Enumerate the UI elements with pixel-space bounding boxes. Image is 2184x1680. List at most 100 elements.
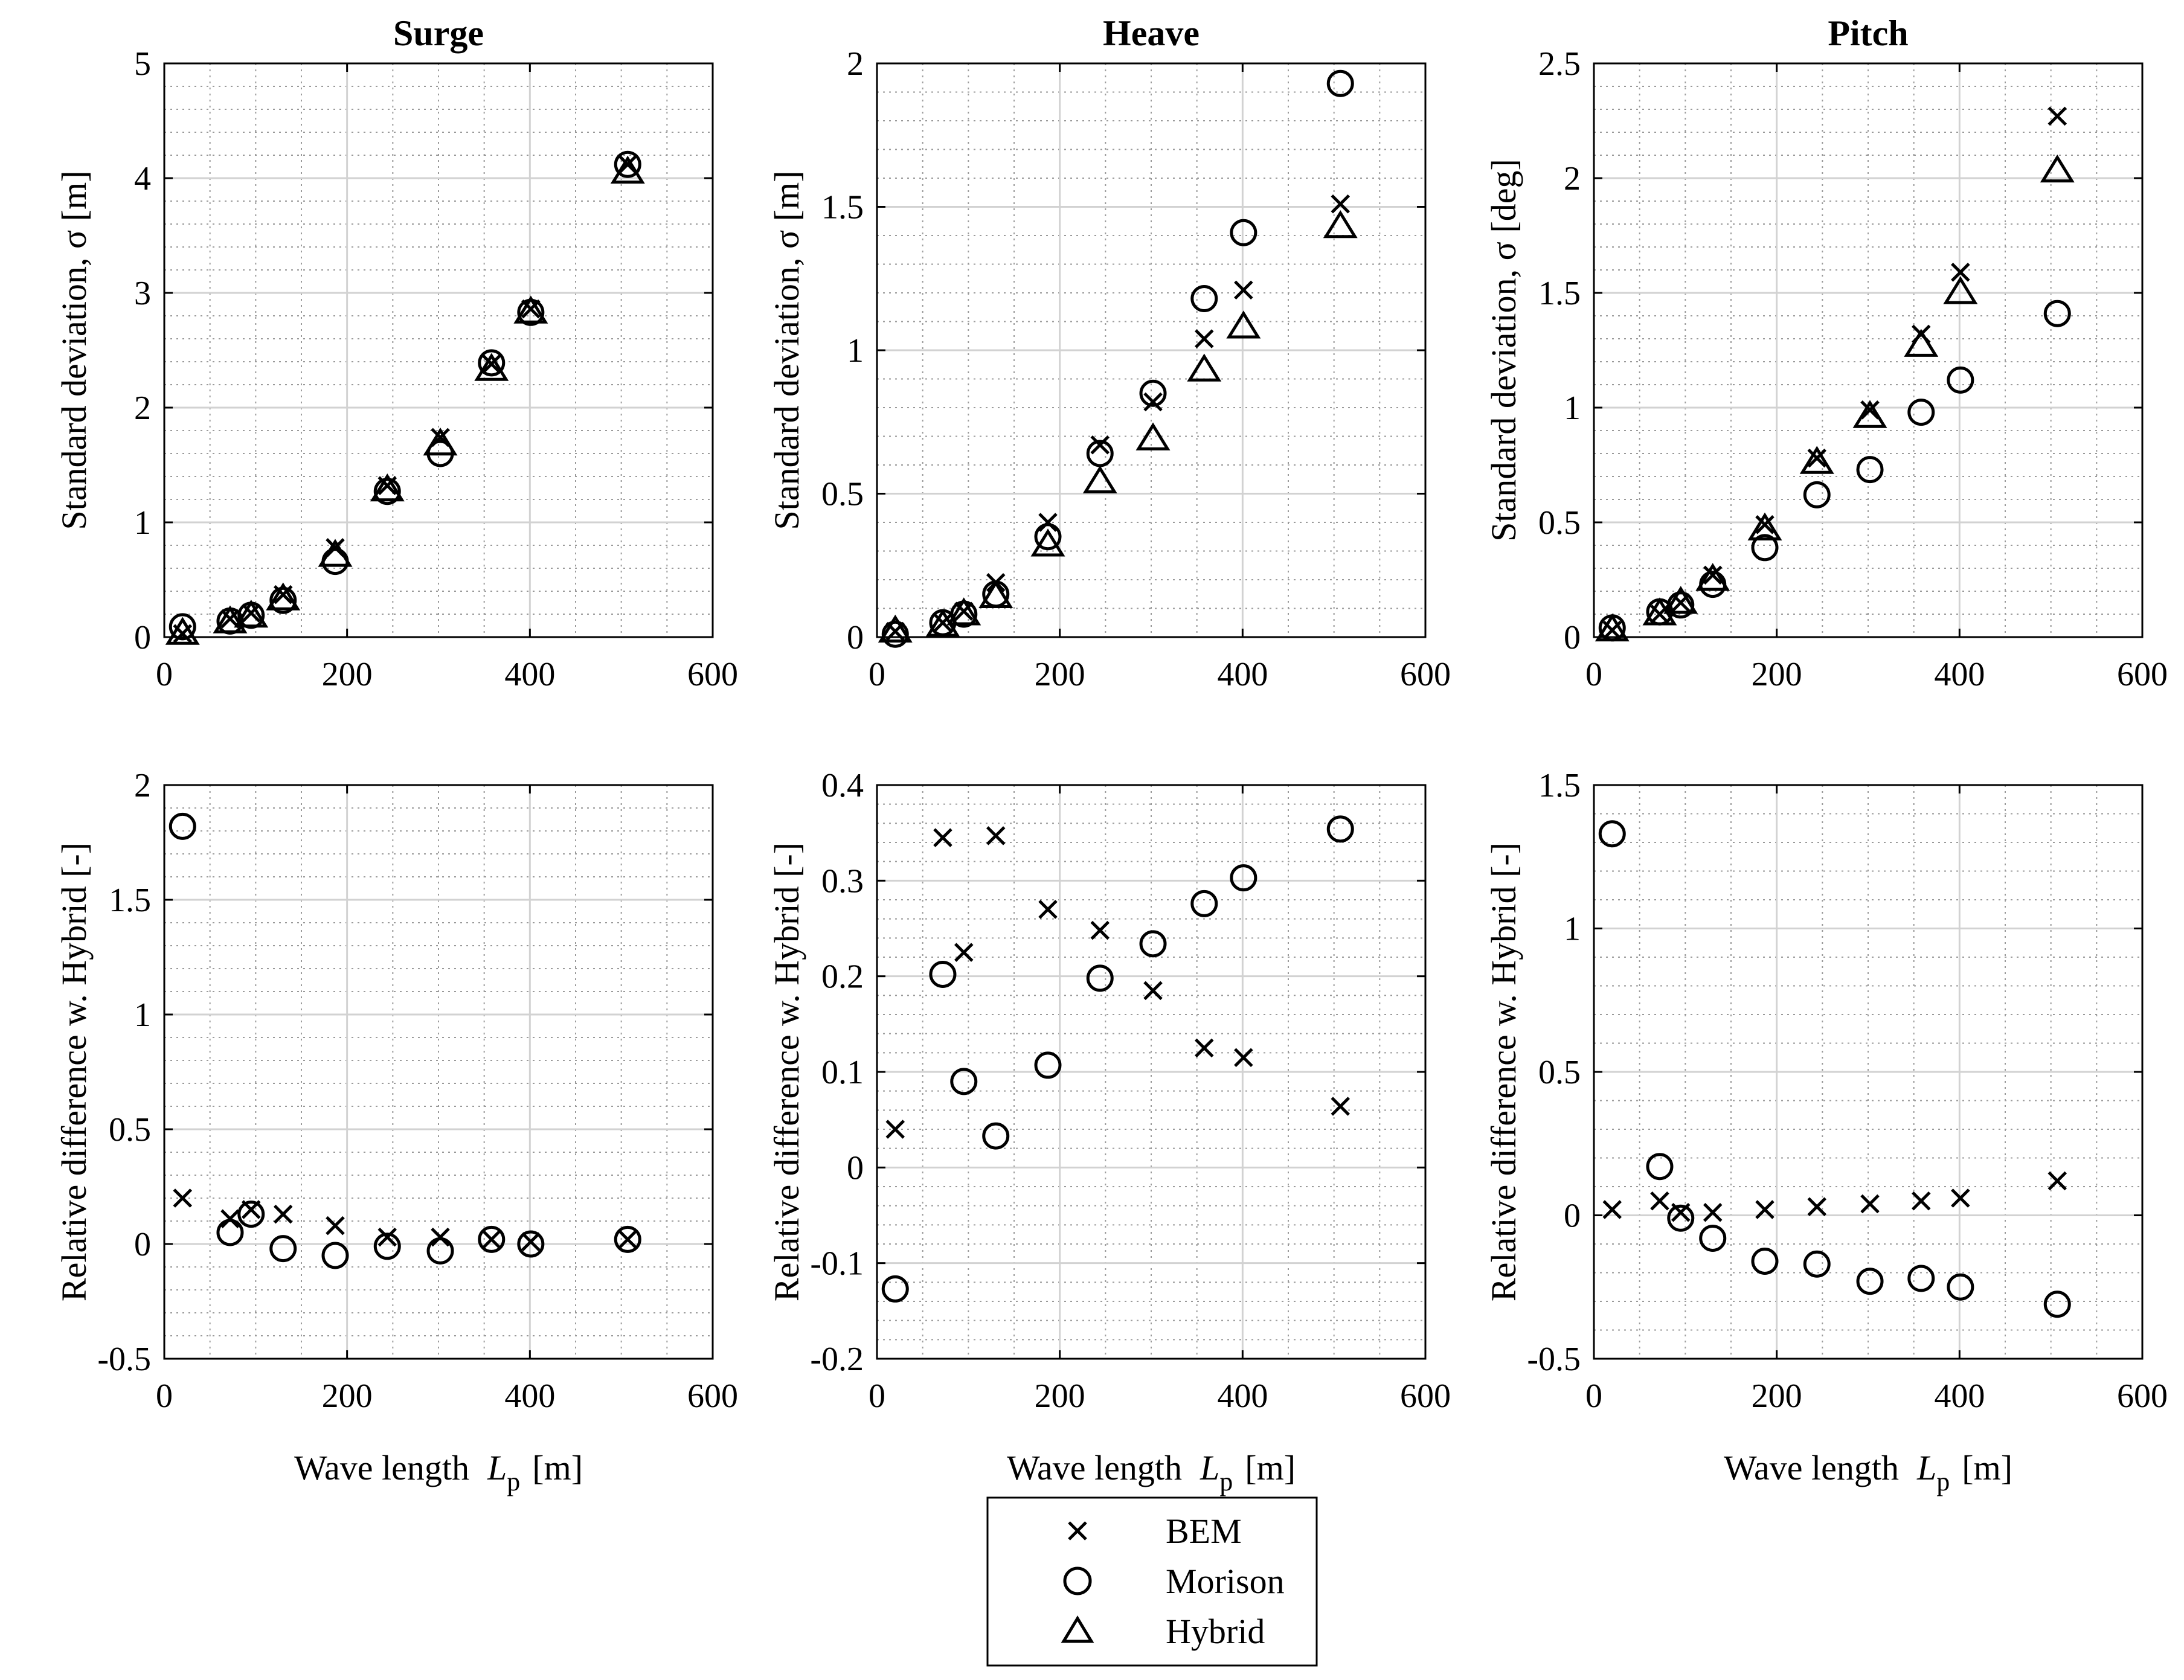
data-point-morison (1598, 820, 1626, 848)
data-point-bem (1195, 329, 1214, 348)
data-point-hybrid (610, 155, 645, 184)
data-point-bem (1234, 1048, 1253, 1068)
y-tick-label: 1 (134, 996, 151, 1034)
data-point-morison (1803, 1250, 1831, 1278)
data-point-morison (982, 1122, 1010, 1150)
series-bem (173, 1188, 638, 1251)
y-axis-label: Standard deviation, σ [m] (54, 170, 94, 530)
legend-item-bem: BEM (1068, 1512, 1242, 1551)
data-point-bem (1951, 1188, 1970, 1208)
data-point-hybrid (1135, 422, 1171, 450)
subplot-surge: 0 200 400 600 0 1 2 3 4 5 Surge Standard deviation,… (54, 13, 738, 693)
axes-box (876, 62, 1427, 638)
data-point-bem (431, 1227, 450, 1247)
data-point-morison (929, 961, 957, 988)
y-tick-label: 0 (134, 619, 151, 656)
x-tick-label: 200 (322, 1377, 373, 1415)
x-tick-label: 600 (1400, 1377, 1451, 1415)
data-point-hybrid (1595, 613, 1630, 642)
data-point-hybrid (266, 582, 301, 611)
y-tick-label: 0 (1564, 619, 1581, 656)
x-tick-label: 600 (1400, 656, 1451, 693)
data-point-bem (1602, 1200, 1622, 1219)
data-point-morison (321, 1242, 349, 1269)
legend-label-bem: BEM (1166, 1512, 1242, 1551)
x-tick-label: 0 (156, 1377, 173, 1415)
data-point-hybrid (1030, 528, 1065, 557)
data-point-hybrid (1943, 276, 1978, 304)
x-axis-label-symbol: L (1200, 1448, 1219, 1487)
y-tick-label: 0.5 (1538, 504, 1581, 542)
data-point-bem (482, 354, 501, 374)
subplot-heave: 0 200 400 600 0 0.5 1 1.5 2 Heave Standard deviati… (767, 13, 1451, 693)
data-point-bem (482, 1230, 501, 1249)
data-point-hybrid (878, 614, 913, 643)
series-morison (881, 815, 1354, 1303)
data-point-morison (1751, 1248, 1779, 1275)
data-point-morison (1856, 1268, 1884, 1295)
data-point-hybrid (1747, 512, 1782, 540)
data-point-morison (517, 1230, 545, 1258)
data-point-bem (1703, 1202, 1723, 1222)
data-point-morison (1947, 366, 1974, 394)
data-point-morison (1034, 1051, 1062, 1079)
data-point-hybrid (1904, 329, 1939, 357)
x-tick-label: 0 (1585, 1377, 1602, 1415)
data-point-hybrid (1226, 310, 1261, 339)
x-tick-label: 200 (322, 656, 373, 693)
y-tick-label: 1 (1564, 390, 1581, 427)
y-tick-label: 1 (134, 504, 151, 542)
data-point-morison (1230, 864, 1257, 892)
y-axis-label: Relative difference w. Hybrid [-] (54, 842, 94, 1301)
data-point-morison (1646, 1153, 1674, 1181)
data-point-bem (1807, 448, 1827, 468)
x-tick-label: 400 (504, 1377, 555, 1415)
minor-grid (1594, 63, 2142, 637)
data-point-bem (1331, 194, 1351, 214)
data-point-bem (273, 1204, 293, 1224)
data-point-hybrid (1799, 446, 1834, 474)
x-axis-label: Wave length Lp [m] (294, 1448, 583, 1496)
data-point-bem (377, 1227, 397, 1247)
y-tick-label: 2 (1564, 160, 1581, 197)
data-point-hybrid (1187, 353, 1222, 382)
data-point-morison (1907, 399, 1935, 426)
data-point-bem (1195, 1038, 1214, 1058)
data-point-hybrid (318, 539, 353, 567)
x-axis-label-text: Wave length (1724, 1448, 1899, 1487)
data-point-bem (1755, 1200, 1774, 1219)
data-point-bem (1090, 435, 1110, 455)
data-point-morison (1907, 1265, 1935, 1292)
x-tick-label: 0 (869, 1377, 885, 1415)
x-tick-label: 0 (1585, 656, 1602, 693)
data-point-hybrid (370, 473, 405, 502)
data-point-bem (1143, 392, 1163, 412)
axes-box (1593, 62, 2144, 638)
data-point-morison (373, 1233, 401, 1260)
x-tick-label: 400 (1934, 656, 1985, 693)
legend-marker-x-icon (1068, 1521, 1087, 1541)
data-point-morison (1139, 930, 1167, 958)
data-point-morison (1326, 69, 1354, 97)
data-point-bem (1951, 263, 1970, 282)
data-point-morison (1667, 591, 1695, 619)
y-tick-label: -0.1 (810, 1245, 864, 1283)
data-point-bem (220, 609, 240, 629)
x-tick-label: 200 (1035, 656, 1085, 693)
data-point-bem (1331, 1097, 1351, 1116)
data-point-morison (269, 1235, 297, 1263)
data-point-bem (1038, 900, 1058, 919)
y-tick-label: 0 (847, 1149, 864, 1187)
data-point-morison (1034, 523, 1062, 551)
x-axis-label-subscript: p (1219, 1467, 1233, 1496)
data-point-hybrid (1852, 400, 1887, 428)
axes-box (1593, 784, 2144, 1360)
data-point-hybrid (1663, 586, 1698, 614)
data-point-hybrid (423, 428, 458, 456)
data-point-morison (1086, 964, 1114, 992)
data-point-hybrid (213, 605, 248, 633)
data-point-hybrid (165, 617, 200, 645)
data-point-morison (1190, 890, 1218, 917)
